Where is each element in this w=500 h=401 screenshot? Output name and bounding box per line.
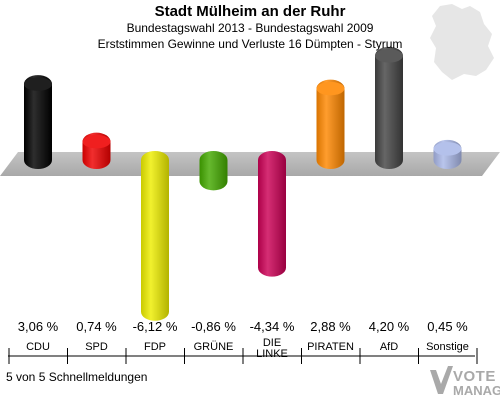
- value-label: -6,12 %: [133, 319, 178, 334]
- value-label: 2,88 %: [310, 319, 351, 334]
- chart-subtitle-detail: Erststimmen Gewinne und Verluste 16 Dümp…: [97, 37, 403, 51]
- chart-subtitle: Bundestagswahl 2013 - Bundestagswahl 200…: [126, 21, 374, 35]
- bar-cdu: [24, 75, 52, 169]
- category-label: GRÜNE: [194, 341, 234, 353]
- category-label: DIE LINKE: [256, 337, 288, 360]
- value-label: 0,45 %: [427, 319, 468, 334]
- value-label: 0,74 %: [76, 319, 117, 334]
- bar-die-linke: [258, 151, 286, 277]
- logo-text-vote: VOTE: [453, 368, 496, 385]
- value-label: -0,86 %: [191, 319, 236, 334]
- category-label: Sonstige: [426, 341, 469, 353]
- votemanager-logo: VOTE MANAGER: [428, 364, 500, 400]
- bar-fdp: [141, 151, 169, 321]
- category-label: AfD: [380, 341, 398, 353]
- bar-spd: [82, 132, 111, 169]
- bar-sonstige: [433, 139, 462, 169]
- category-label: PIRATEN: [307, 341, 354, 353]
- value-label: -4,34 %: [250, 319, 295, 334]
- value-label: 4,20 %: [369, 319, 410, 334]
- category-label: SPD: [85, 341, 108, 353]
- value-label: 3,06 %: [18, 319, 59, 334]
- germany-map-icon: [430, 4, 494, 80]
- footer-status: 5 von 5 Schnellmeldungen: [6, 370, 148, 384]
- category-label: FDP: [144, 341, 166, 353]
- bar-afd: [375, 46, 403, 170]
- bar-grüne: [199, 151, 228, 191]
- category-label: CDU: [26, 341, 50, 353]
- checkmark-icon: [430, 366, 453, 394]
- baseline-platform: [0, 152, 500, 176]
- logo-text-manager: MANAGER: [453, 383, 500, 398]
- bar-piraten: [316, 79, 345, 169]
- chart-title: Stadt Mülheim an der Ruhr: [154, 3, 346, 20]
